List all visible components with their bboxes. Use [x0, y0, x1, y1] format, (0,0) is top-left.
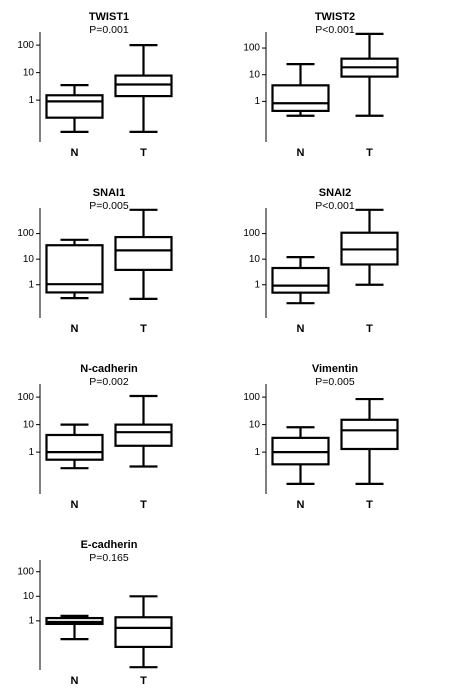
y-tick-label: 1: [254, 447, 260, 458]
x-tick-label: N: [297, 499, 305, 511]
x-tick-label: N: [71, 675, 79, 687]
box: [114, 74, 173, 98]
x-tick-label: N: [71, 323, 79, 335]
y-tick-label: 100: [243, 43, 260, 54]
panel-title: TWIST1: [89, 11, 129, 23]
x-tick-label: N: [297, 147, 305, 159]
box: [45, 244, 104, 294]
y-tick-label: 10: [23, 67, 35, 78]
box: [271, 266, 330, 294]
p-value: P=0.002: [89, 376, 129, 388]
box: [271, 84, 330, 112]
p-value: P<0.001: [315, 200, 355, 212]
box: [45, 433, 104, 461]
y-tick-label: 100: [17, 228, 34, 239]
x-tick-label: T: [366, 147, 373, 159]
p-value: P=0.005: [89, 200, 129, 212]
x-tick-label: N: [71, 147, 79, 159]
box: [114, 423, 173, 447]
p-value: P=0.165: [89, 552, 129, 564]
box: [340, 418, 399, 451]
y-tick-label: 10: [249, 69, 261, 80]
y-tick-label: 100: [243, 228, 260, 239]
y-tick-label: 10: [23, 254, 35, 265]
y-tick-label: 1: [28, 447, 34, 458]
box: [114, 616, 173, 649]
panel-title: SNAI2: [319, 187, 351, 199]
x-tick-label: N: [71, 499, 79, 511]
y-tick-label: 100: [17, 40, 34, 51]
panel-title: Vimentin: [312, 363, 359, 375]
y-tick-label: 1: [254, 279, 260, 290]
x-tick-label: T: [366, 323, 373, 335]
x-tick-label: T: [140, 499, 147, 511]
x-tick-label: T: [140, 147, 147, 159]
y-tick-label: 1: [28, 95, 34, 106]
y-tick-label: 100: [17, 566, 34, 577]
box: [114, 235, 173, 271]
x-tick-label: N: [297, 323, 305, 335]
y-tick-label: 10: [249, 254, 261, 265]
p-value: P<0.001: [315, 24, 355, 36]
y-tick-label: 1: [28, 616, 34, 627]
y-tick-label: 1: [28, 279, 34, 290]
y-tick-label: 10: [23, 419, 35, 430]
y-tick-label: 100: [243, 392, 260, 403]
p-value: P=0.005: [315, 376, 355, 388]
panel-title: TWIST2: [315, 11, 355, 23]
x-tick-label: T: [366, 499, 373, 511]
x-tick-label: T: [140, 675, 147, 687]
y-tick-label: 10: [23, 591, 35, 602]
panel-title: E-cadherin: [81, 539, 138, 551]
y-tick-label: 10: [249, 419, 261, 430]
panel-title: N-cadherin: [80, 363, 138, 375]
panel-title: SNAI1: [93, 187, 125, 199]
p-value: P=0.001: [89, 24, 129, 36]
y-tick-label: 1: [254, 96, 260, 107]
x-tick-label: T: [140, 323, 147, 335]
y-tick-label: 100: [17, 392, 34, 403]
box: [45, 94, 104, 119]
